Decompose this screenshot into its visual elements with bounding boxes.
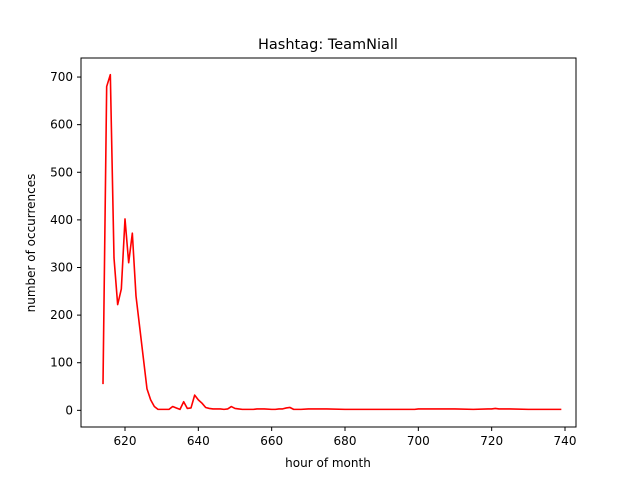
y-axis-label: number of occurrences <box>24 174 38 313</box>
y-tick-label: 100 <box>50 356 73 370</box>
y-tick-label: 700 <box>50 70 73 84</box>
x-tick-label: 620 <box>114 434 137 448</box>
plot-area <box>80 57 577 428</box>
y-tick-label: 300 <box>50 260 73 274</box>
y-tick-label: 400 <box>50 213 73 227</box>
x-tick-label: 640 <box>187 434 210 448</box>
y-tick-label: 0 <box>65 403 73 417</box>
x-axis-ticks: 620 640 660 680 700 720 740 <box>114 427 577 448</box>
series-line-0 <box>102 73 562 411</box>
x-tick-label: 740 <box>554 434 577 448</box>
y-tick-label: 500 <box>50 165 73 179</box>
x-axis-label: hour of month <box>285 456 371 470</box>
x-tick-label: 660 <box>260 434 283 448</box>
y-tick-label: 200 <box>50 308 73 322</box>
y-axis-ticks: 0 100 200 300 400 500 600 700 <box>50 70 81 417</box>
x-tick-label: 680 <box>334 434 357 448</box>
axes-frame <box>80 57 577 428</box>
y-tick-label: 600 <box>50 118 73 132</box>
chart-title: Hashtag: TeamNiall <box>258 37 398 53</box>
x-tick-label: 700 <box>407 434 430 448</box>
x-tick-label: 720 <box>480 434 503 448</box>
series-layer <box>102 73 562 411</box>
